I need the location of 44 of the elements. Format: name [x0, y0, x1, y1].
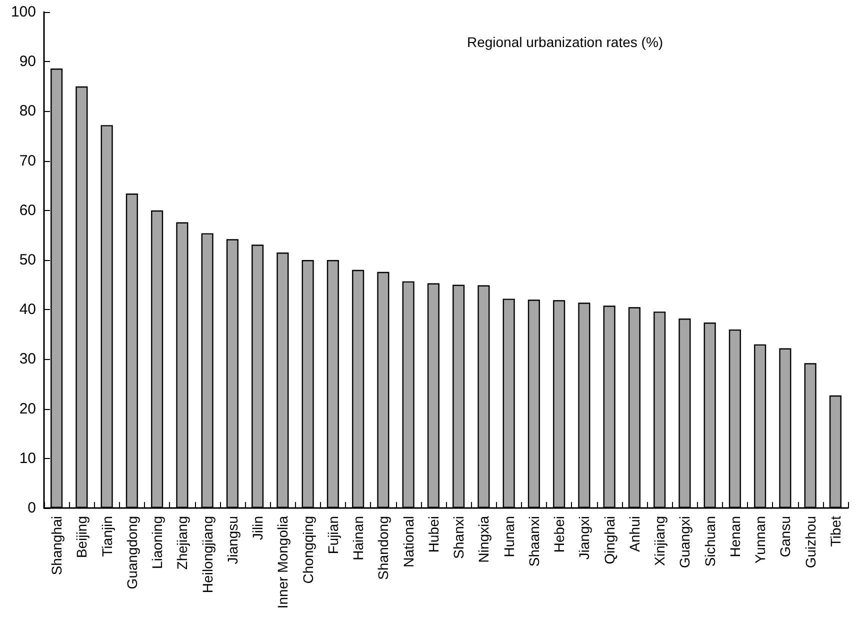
x-tick-label: Shanxi [450, 516, 467, 559]
x-tick-label: Shanghai [48, 516, 65, 576]
x-tick-label: Hebei [551, 516, 568, 553]
x-tick-label: Henan [726, 516, 743, 558]
x-tick-label: Beijing [74, 516, 90, 558]
y-tick-label: 40 [19, 301, 36, 318]
x-tick-label: Hunan [500, 516, 517, 558]
x-tick-label: Qinghai [601, 516, 618, 564]
x-tick-label: Sichuan [702, 516, 718, 567]
x-tick-label: Tibet [827, 516, 844, 547]
x-tick-label: Tianjin [98, 516, 115, 557]
x-tick-label: Yunnan [752, 516, 768, 564]
y-tick-label: 0 [28, 500, 36, 516]
x-tick-label: Jiangsu [224, 516, 240, 564]
y-tick-label: 70 [19, 152, 36, 170]
y-tick-label: 10 [19, 450, 36, 467]
y-tick-label: 80 [19, 102, 36, 120]
y-tick-label: 100 [10, 4, 36, 20]
x-tick-label: Ningxia [476, 516, 492, 563]
x-tick-label: Fujian [324, 516, 341, 554]
x-tick-label: Anhui [626, 516, 642, 552]
x-tick-label: Guangdong [124, 516, 140, 590]
x-tick-label: Gansu [777, 516, 794, 558]
x-tick-label: Jilin [250, 516, 266, 540]
x-tick-label: Chongqing [300, 516, 316, 584]
x-tick-label: Guangxi [676, 516, 693, 568]
y-tick-label: 30 [19, 350, 36, 368]
x-tick-label: Jiangxi [576, 516, 592, 560]
x-tick-label: Hubei [425, 516, 442, 553]
x-tick-label: Liaoning [149, 516, 166, 569]
x-tick-label: National [400, 516, 416, 568]
y-tick-label: 50 [19, 252, 36, 268]
x-tick-label: Shandong [375, 516, 392, 580]
x-tick-label: Inner Mongolia [274, 516, 291, 609]
x-tick-label: Shaanxi [526, 516, 542, 567]
y-tick-label: 20 [19, 400, 36, 418]
x-tick-label: Xinjiang [652, 516, 668, 566]
text: Regional urbanization rates (%) [466, 34, 664, 50]
y-tick-label: 90 [19, 53, 36, 70]
x-tick-label: Heilongjiang [199, 516, 216, 594]
y-tick-label: 60 [19, 202, 36, 219]
x-tick-label: Guizhou [802, 516, 818, 568]
x-tick-label: Zhejiang [174, 516, 190, 570]
x-tick-label: Hainan [350, 516, 366, 560]
